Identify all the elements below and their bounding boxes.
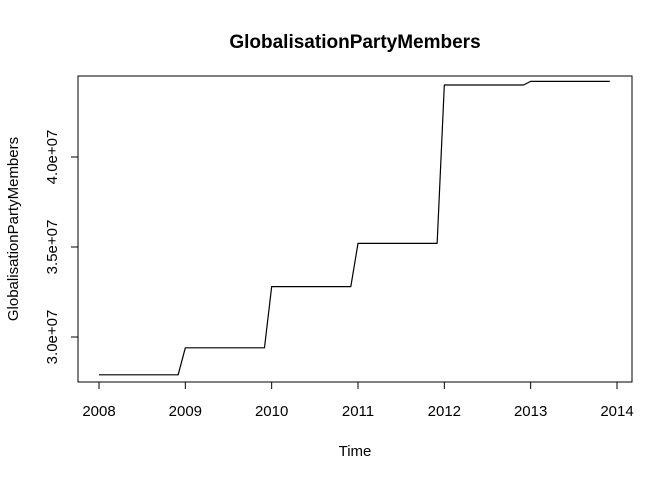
x-tick-label: 2008 xyxy=(82,403,115,420)
y-tick-label: 4.0e+07 xyxy=(44,130,61,185)
series-layer xyxy=(99,80,610,376)
x-axis-label: Time xyxy=(339,443,372,460)
y-axis: 3.0e+07 3.5e+07 4.0e+07 xyxy=(44,130,79,365)
x-tick-label: 2012 xyxy=(428,403,461,420)
x-tick-label: 2010 xyxy=(255,403,288,420)
y-tick-label: 3.0e+07 xyxy=(44,310,61,365)
series-line xyxy=(99,80,610,376)
plot-box xyxy=(77,75,633,383)
x-tick-label: 2013 xyxy=(514,403,547,420)
x-tick-label: 2014 xyxy=(600,403,633,420)
y-tick-label: 3.5e+07 xyxy=(44,220,61,275)
x-axis: 2008 2009 2010 2011 2012 2013 2014 xyxy=(82,381,634,420)
x-tick-label: 2009 xyxy=(169,403,202,420)
chart-title: GlobalisationPartyMembers xyxy=(229,32,480,53)
x-tick-label: 2011 xyxy=(342,403,374,420)
y-axis-label: GlobalisationPartyMembers xyxy=(5,137,22,321)
